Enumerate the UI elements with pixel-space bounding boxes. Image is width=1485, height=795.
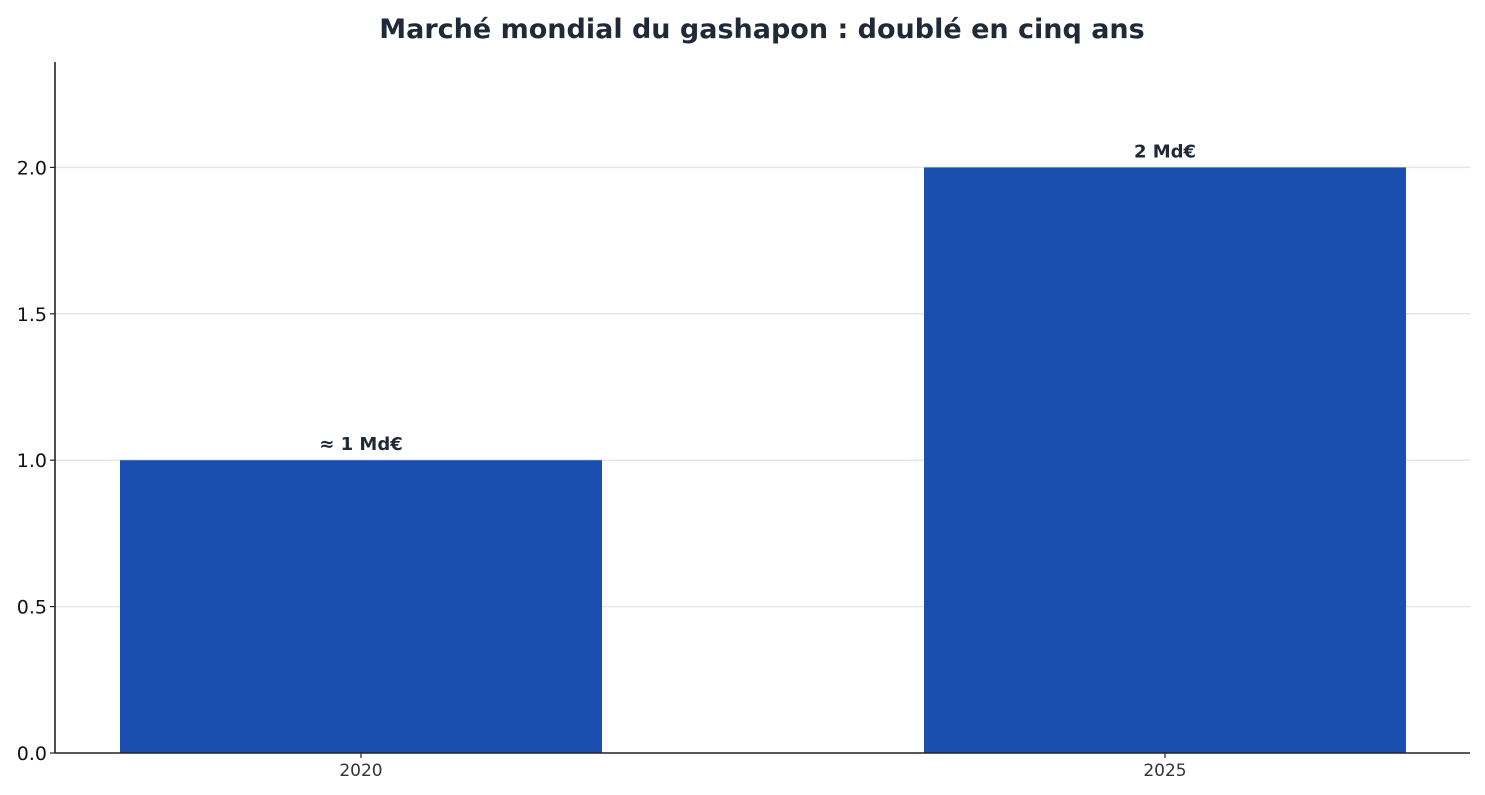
data-label: 2 Md€ xyxy=(1134,141,1196,162)
x-tick-label: 2020 xyxy=(339,761,382,781)
y-tick-label: 0.0 xyxy=(17,743,47,765)
y-tick-label: 1.0 xyxy=(17,450,47,472)
y-tick-label: 2.0 xyxy=(17,157,47,179)
x-tick-label: 2025 xyxy=(1143,761,1186,781)
y-tick-label: 0.5 xyxy=(17,597,47,619)
chart-title: Marché mondial du gashapon : doublé en c… xyxy=(379,14,1144,45)
bars xyxy=(120,167,1406,753)
bar-2025 xyxy=(924,167,1406,753)
y-tick-label: 1.5 xyxy=(17,304,47,326)
y-axis-ticks: 0.0 0.5 1.0 1.5 2.0 xyxy=(17,157,55,765)
data-label: ≈ 1 Md€ xyxy=(319,434,402,455)
data-labels: ≈ 1 Md€ 2 Md€ xyxy=(319,141,1196,455)
x-axis-ticks: 2020 2025 xyxy=(339,753,1187,781)
bar-2020 xyxy=(120,460,602,753)
